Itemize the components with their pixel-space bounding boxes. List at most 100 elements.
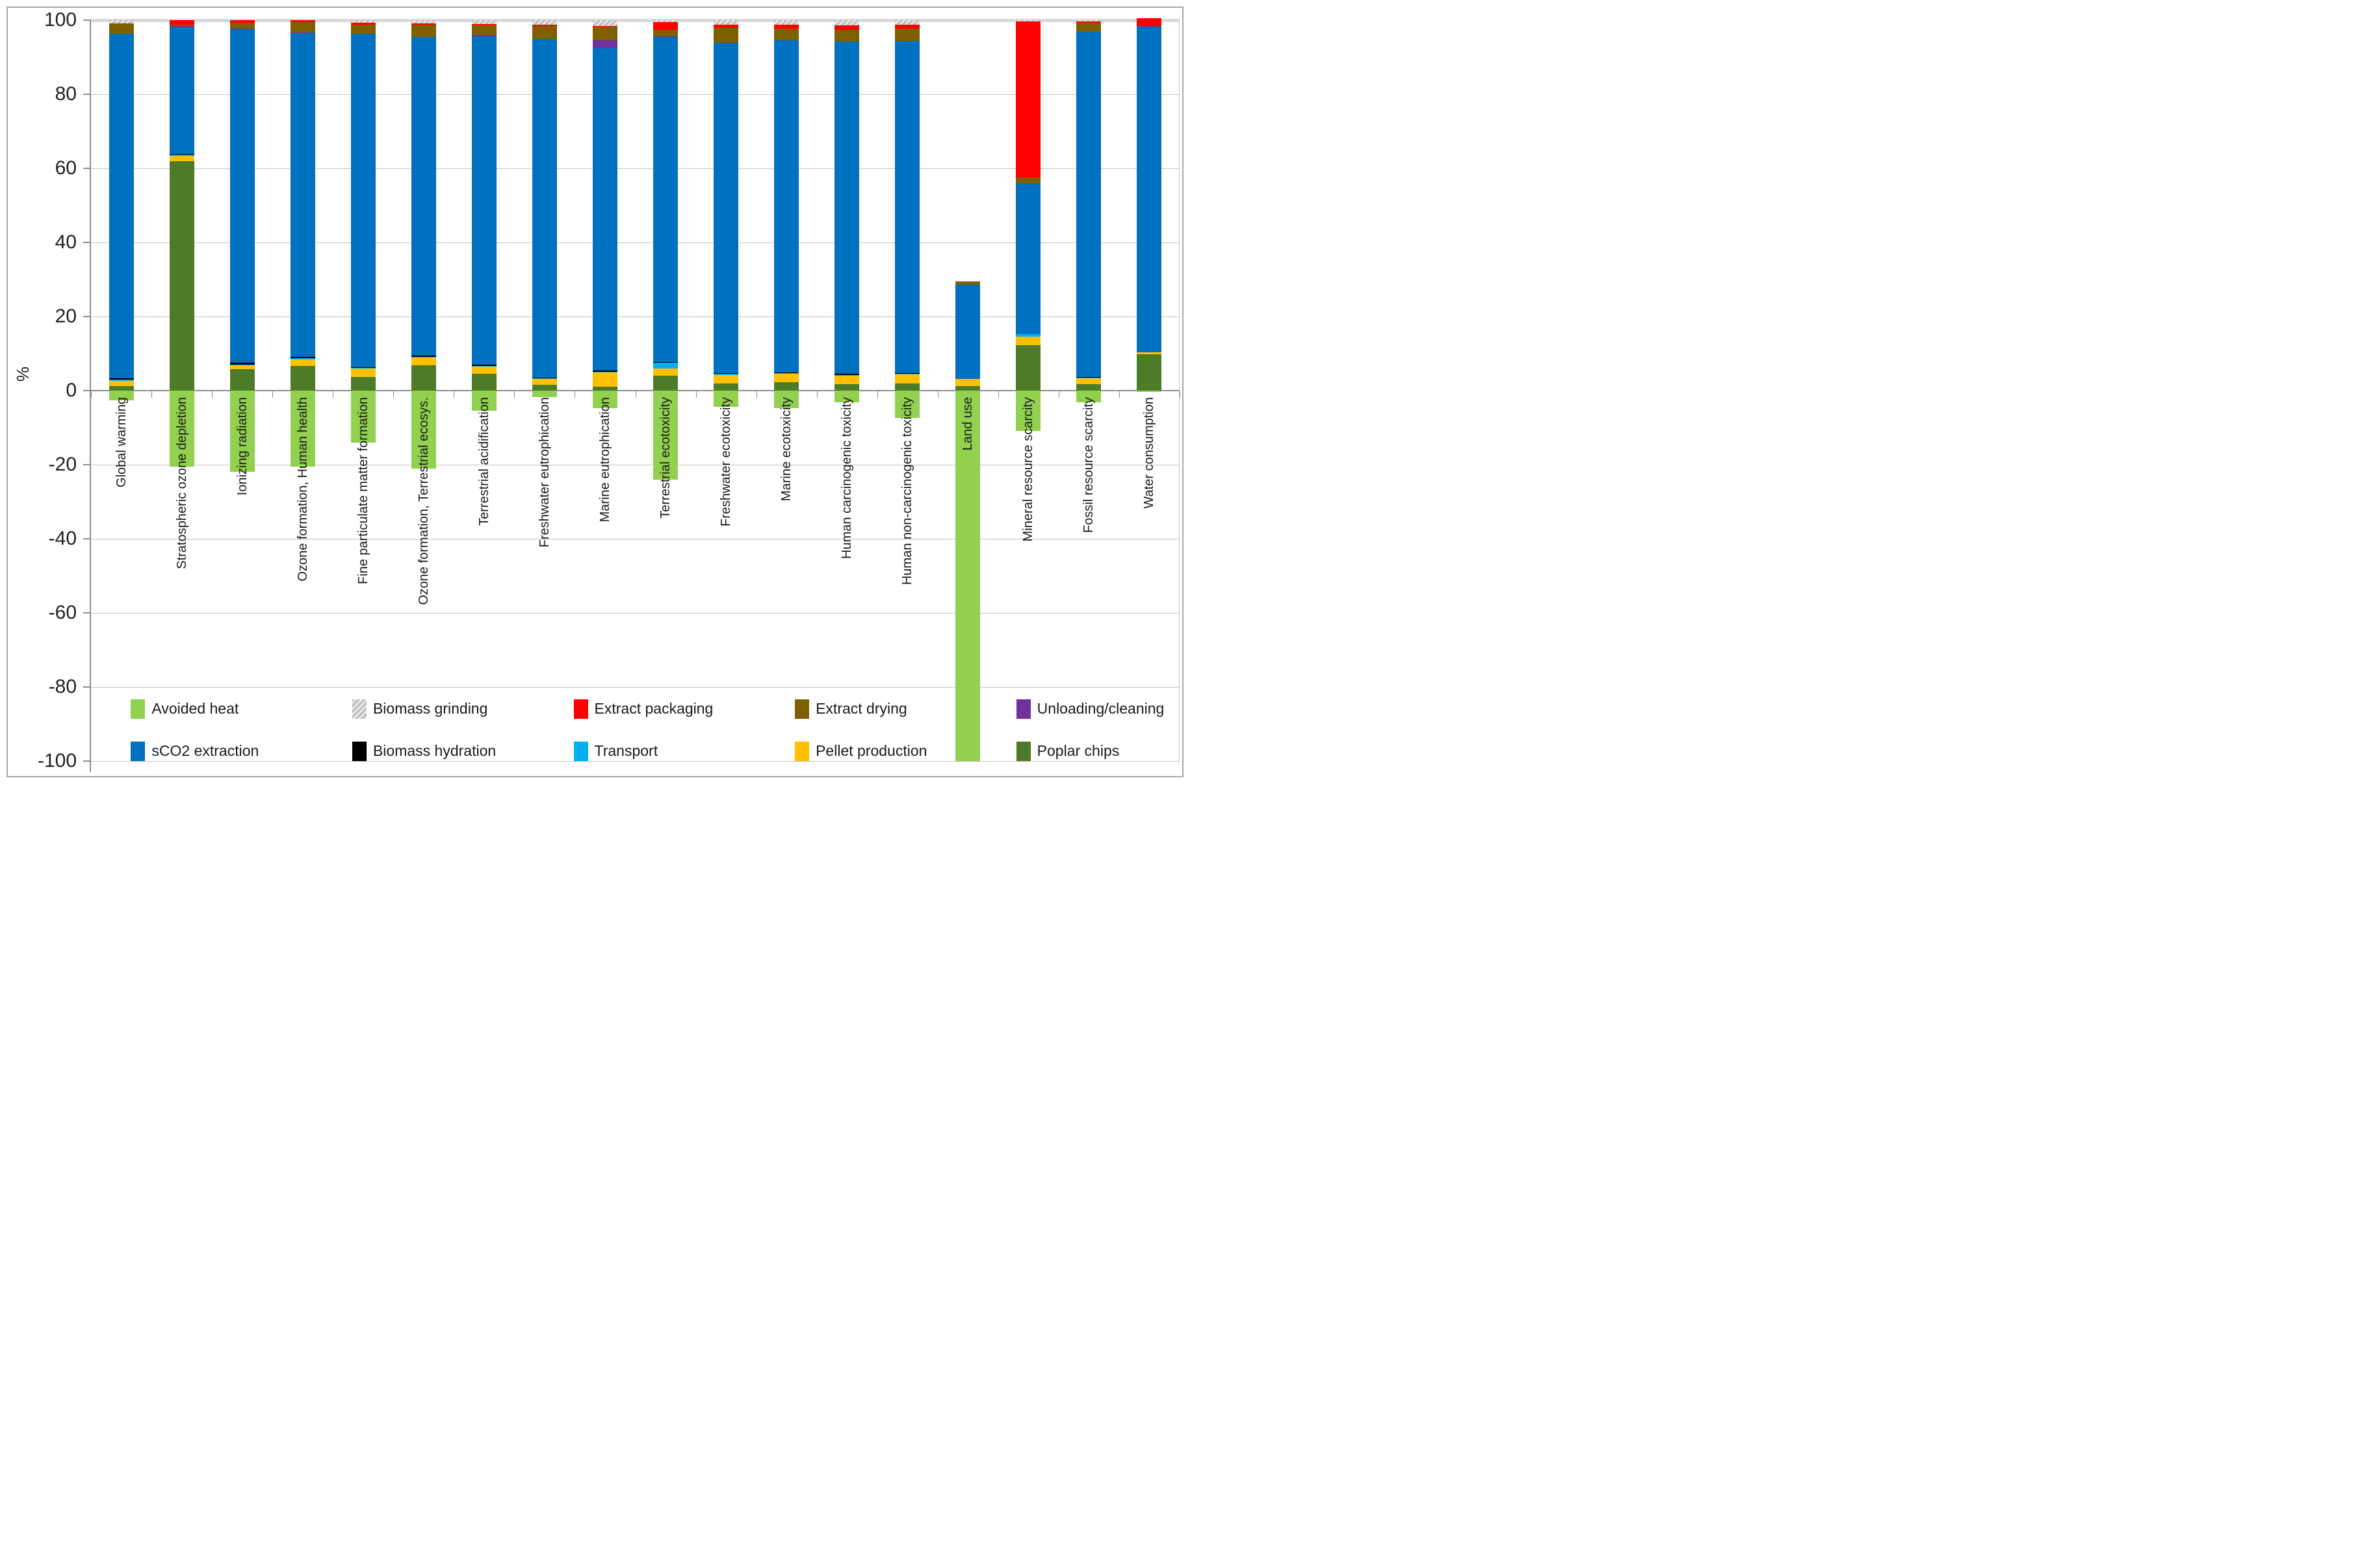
- bar-segment-extract_drying: [471, 25, 497, 36]
- bar-segment-sco2_extraction: [834, 41, 860, 374]
- bar-segment-biomass_hydration: [290, 357, 315, 358]
- legend-swatch-transport: [573, 741, 588, 761]
- x-axis-tick: [514, 391, 515, 398]
- y-tick-label: 40: [55, 231, 77, 253]
- bar-segment-transport: [653, 363, 679, 369]
- bar-column: [1076, 20, 1102, 761]
- bar-segment-biomass_hydration: [895, 372, 920, 374]
- bar-column: [834, 20, 860, 761]
- x-axis-tick: [877, 391, 878, 398]
- legend-swatch-poplar_chips: [1016, 741, 1031, 761]
- bar-segment-pellet_production: [774, 374, 799, 383]
- legend-item-transport: Transport: [573, 741, 658, 761]
- bar-segment-sco2_extraction: [592, 48, 617, 371]
- y-tick-label: -60: [48, 602, 77, 623]
- legend-item-unloading_cleaning: Unloading/cleaning: [1016, 699, 1165, 719]
- bar-segment-poplar_chips: [774, 382, 799, 391]
- bar-segment-biomass_hydration: [653, 362, 679, 363]
- y-tick-label: 60: [55, 157, 77, 179]
- bar-segment-extract_packaging: [592, 26, 617, 27]
- bar-segment-poplar_chips: [714, 383, 739, 391]
- plot-right-border: [1179, 20, 1180, 761]
- figure-border: [6, 6, 1184, 777]
- bar-segment-extract_drying: [714, 27, 739, 43]
- x-axis-tick: [998, 391, 999, 398]
- bar-segment-poplar_chips: [411, 365, 436, 391]
- x-axis-tick: [695, 391, 697, 398]
- legend-item-sco2_extraction: sCO2 extraction: [131, 741, 259, 761]
- bar-segment-poplar_chips: [109, 386, 134, 391]
- x-axis-tick: [151, 391, 153, 398]
- bar-segment-extract_packaging: [653, 22, 679, 30]
- legend-label-pellet_production: Pellet production: [816, 742, 927, 760]
- bar-segment-pellet_production: [350, 369, 376, 377]
- gridline-100: [91, 18, 1180, 22]
- bar-segment-biomass_hydration: [169, 154, 194, 155]
- bar-segment-sco2_extraction: [109, 34, 134, 379]
- bar-segment-avoided_heat: [1076, 391, 1102, 403]
- bar-segment-pellet_production: [1137, 352, 1162, 354]
- bar-segment-pellet_production: [411, 357, 436, 366]
- bar-segment-transport: [774, 373, 799, 374]
- bar-segment-extract_packaging: [774, 25, 799, 29]
- x-axis-tick: [91, 391, 92, 398]
- y-axis-tick: [83, 168, 91, 169]
- bar-segment-biomass_grinding: [714, 20, 739, 25]
- legend-swatch-biomass_grinding: [352, 699, 367, 719]
- bar-segment-transport: [169, 154, 194, 157]
- bar-segment-avoided_heat: [955, 391, 981, 761]
- bar-segment-biomass_hydration: [834, 374, 860, 376]
- bar-segment-avoided_heat: [532, 391, 557, 397]
- bar-segment-poplar_chips: [229, 369, 255, 391]
- legend-item-extract_packaging: Extract packaging: [573, 699, 714, 719]
- bar-segment-sco2_extraction: [471, 36, 497, 365]
- bar-column: [411, 20, 436, 761]
- bar-segment-pellet_production: [290, 359, 315, 366]
- bar-column: [714, 20, 739, 761]
- bar-segment-poplar_chips: [1076, 383, 1102, 391]
- bar-segment-biomass_hydration: [1076, 376, 1102, 378]
- legend: Avoided heat Biomass grinding Extract pack…: [0, 0, 1190, 784]
- y-tick-label: -100: [37, 750, 77, 771]
- bar-segment-sco2_extraction: [229, 29, 255, 363]
- bar-segment-sco2_extraction: [1137, 26, 1162, 352]
- gridline-60: [91, 168, 1180, 169]
- bar-segment-extract_drying: [895, 29, 920, 41]
- bar-segment-biomass_grinding: [1076, 20, 1102, 22]
- bar-column: [895, 20, 920, 761]
- bar-segment-sco2_extraction: [350, 33, 376, 367]
- bar-segment-extract_drying: [350, 24, 376, 34]
- bar-segment-pellet_production: [169, 156, 194, 161]
- bar-segment-sco2_extraction: [411, 37, 436, 356]
- bar-segment-biomass_grinding: [774, 20, 799, 25]
- legend-label-transport: Transport: [594, 742, 658, 760]
- bar-segment-sco2_extraction: [774, 40, 799, 372]
- bar-segment-extract_packaging: [1016, 21, 1041, 177]
- bar-segment-poplar_chips: [532, 385, 557, 391]
- bar-segment-avoided_heat: [1016, 391, 1041, 431]
- bar-segment-avoided_heat: [714, 391, 739, 407]
- bar-segment-unloading_cleaning: [290, 32, 315, 33]
- bar-column: [774, 20, 799, 761]
- bar-segment-extract_packaging: [532, 24, 557, 26]
- bar-segment-sco2_extraction: [895, 40, 920, 373]
- bar-segment-avoided_heat: [229, 391, 255, 473]
- legend-swatch-unloading_cleaning: [1016, 699, 1031, 719]
- bar-segment-poplar_chips: [290, 365, 315, 391]
- legend-label-unloading_cleaning: Unloading/cleaning: [1037, 700, 1165, 718]
- bar-segment-extract_drying: [411, 25, 436, 38]
- bar-column: [532, 20, 557, 761]
- bar-segment-sco2_extraction: [714, 42, 739, 373]
- x-axis-tick: [816, 391, 818, 398]
- bar-segment-sco2_extraction: [653, 36, 679, 363]
- y-axis-tick: [83, 242, 91, 243]
- bar-segment-biomass_grinding: [411, 20, 436, 23]
- bar-segment-extract_drying: [532, 25, 557, 40]
- bar-segment-pellet_production: [109, 381, 134, 387]
- bar-segment-extract_packaging: [471, 24, 497, 25]
- bar-segment-poplar_chips: [1137, 354, 1162, 391]
- bar-column: [109, 20, 134, 761]
- gridline-40: [91, 242, 1180, 243]
- legend-label-extract_packaging: Extract packaging: [594, 700, 714, 718]
- bar-segment-poplar_chips: [169, 161, 194, 391]
